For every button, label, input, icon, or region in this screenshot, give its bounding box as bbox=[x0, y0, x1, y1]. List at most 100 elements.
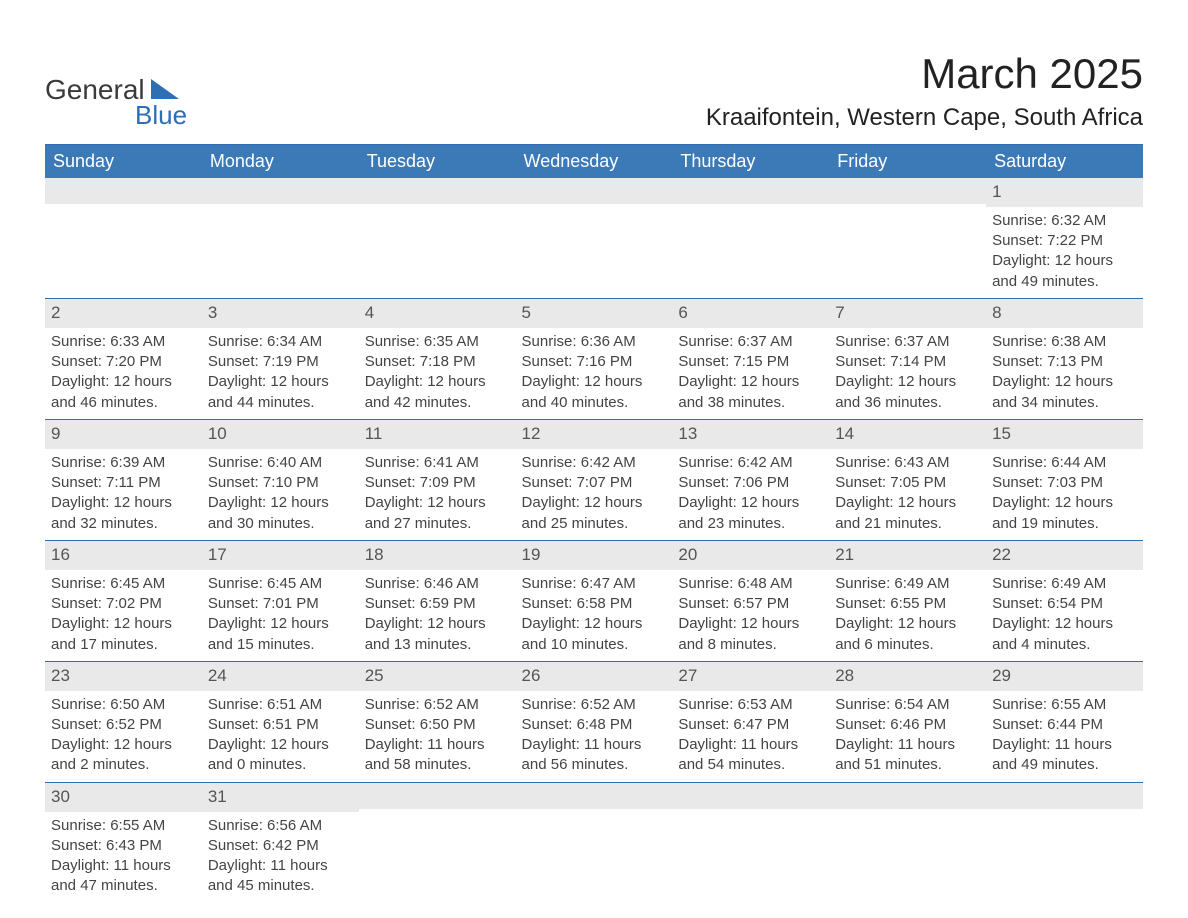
day-number-bar bbox=[359, 178, 516, 204]
calendar-day-cell: 4Sunrise: 6:35 AMSunset: 7:18 PMDaylight… bbox=[359, 298, 516, 419]
day-number-bar bbox=[986, 783, 1143, 809]
day-number-bar: 1 bbox=[986, 178, 1143, 207]
sunrise-line: Sunrise: 6:43 AM bbox=[835, 453, 984, 473]
sunrise-line: Sunrise: 6:44 AM bbox=[992, 453, 1141, 473]
calendar-day-cell: 12Sunrise: 6:42 AMSunset: 7:07 PMDayligh… bbox=[516, 419, 673, 540]
daylight-line: Daylight: 12 hours and 23 minutes. bbox=[678, 493, 827, 534]
calendar-day-cell bbox=[672, 782, 829, 902]
calendar-day-cell: 28Sunrise: 6:54 AMSunset: 6:46 PMDayligh… bbox=[829, 661, 986, 782]
day-number-bar: 12 bbox=[516, 420, 673, 449]
calendar-day-cell: 11Sunrise: 6:41 AMSunset: 7:09 PMDayligh… bbox=[359, 419, 516, 540]
daylight-line: Daylight: 12 hours and 40 minutes. bbox=[522, 372, 671, 413]
day-number-bar: 29 bbox=[986, 662, 1143, 691]
daylight-line: Daylight: 11 hours and 47 minutes. bbox=[51, 856, 200, 897]
sunrise-line: Sunrise: 6:56 AM bbox=[208, 816, 357, 836]
sunrise-line: Sunrise: 6:52 AM bbox=[522, 695, 671, 715]
day-number-bar: 21 bbox=[829, 541, 986, 570]
day-number-bar: 19 bbox=[516, 541, 673, 570]
daylight-line: Daylight: 12 hours and 15 minutes. bbox=[208, 614, 357, 655]
day-content: Sunrise: 6:55 AMSunset: 6:43 PMDaylight:… bbox=[45, 812, 202, 903]
sunset-line: Sunset: 6:48 PM bbox=[522, 715, 671, 735]
day-number-bar: 10 bbox=[202, 420, 359, 449]
day-content: Sunrise: 6:51 AMSunset: 6:51 PMDaylight:… bbox=[202, 691, 359, 782]
sunset-line: Sunset: 6:59 PM bbox=[365, 594, 514, 614]
day-number-bar: 13 bbox=[672, 420, 829, 449]
daylight-line: Daylight: 12 hours and 8 minutes. bbox=[678, 614, 827, 655]
calendar-week-row: 2Sunrise: 6:33 AMSunset: 7:20 PMDaylight… bbox=[45, 298, 1143, 419]
day-number-bar: 11 bbox=[359, 420, 516, 449]
day-number-bar: 20 bbox=[672, 541, 829, 570]
day-number-bar: 7 bbox=[829, 299, 986, 328]
calendar-day-cell bbox=[516, 178, 673, 298]
daylight-line: Daylight: 12 hours and 32 minutes. bbox=[51, 493, 200, 534]
day-number-bar: 23 bbox=[45, 662, 202, 691]
calendar-day-cell bbox=[516, 782, 673, 902]
month-title: March 2025 bbox=[706, 50, 1143, 98]
day-number-bar: 28 bbox=[829, 662, 986, 691]
calendar-day-cell: 20 Sunrise: 6:48 AMSunset: 6:57 PMDayligh… bbox=[672, 540, 829, 661]
day-number-bar: 9 bbox=[45, 420, 202, 449]
sunrise-line: Sunrise: 6:40 AM bbox=[208, 453, 357, 473]
daylight-line: Daylight: 12 hours and 25 minutes. bbox=[522, 493, 671, 534]
sunrise-line: Sunrise: 6:38 AM bbox=[992, 332, 1141, 352]
sunrise-line: Sunrise: 6:49 AM bbox=[992, 574, 1141, 594]
day-content: Sunrise: 6:45 AMSunset: 7:02 PMDaylight:… bbox=[45, 570, 202, 661]
daylight-line: Daylight: 11 hours and 51 minutes. bbox=[835, 735, 984, 776]
sunset-line: Sunset: 7:10 PM bbox=[208, 473, 357, 493]
day-number-bar: 3 bbox=[202, 299, 359, 328]
daylight-line: Daylight: 11 hours and 56 minutes. bbox=[522, 735, 671, 776]
sunset-line: Sunset: 7:01 PM bbox=[208, 594, 357, 614]
day-content: Sunrise: 6:49 AMSunset: 6:55 PMDaylight:… bbox=[829, 570, 986, 661]
calendar-day-cell: 27Sunrise: 6:53 AMSunset: 6:47 PMDayligh… bbox=[672, 661, 829, 782]
sunrise-line: Sunrise: 6:46 AM bbox=[365, 574, 514, 594]
sunset-line: Sunset: 7:19 PM bbox=[208, 352, 357, 372]
day-content: Sunrise: 6:47 AMSunset: 6:58 PMDaylight:… bbox=[516, 570, 673, 661]
sunset-line: Sunset: 6:42 PM bbox=[208, 836, 357, 856]
day-number-bar bbox=[359, 783, 516, 809]
day-number-bar: 2 bbox=[45, 299, 202, 328]
sunrise-line: Sunrise: 6:42 AM bbox=[678, 453, 827, 473]
sunrise-line: Sunrise: 6:35 AM bbox=[365, 332, 514, 352]
sunrise-line: Sunrise: 6:55 AM bbox=[51, 816, 200, 836]
day-number-bar bbox=[45, 178, 202, 204]
day-content: Sunrise: 6:45 AMSunset: 7:01 PMDaylight:… bbox=[202, 570, 359, 661]
calendar-day-cell bbox=[829, 782, 986, 902]
day-content: Sunrise: 6:50 AMSunset: 6:52 PMDaylight:… bbox=[45, 691, 202, 782]
day-number-bar: 22 bbox=[986, 541, 1143, 570]
calendar-day-cell bbox=[202, 178, 359, 298]
calendar-day-cell: 24Sunrise: 6:51 AMSunset: 6:51 PMDayligh… bbox=[202, 661, 359, 782]
calendar-day-cell bbox=[986, 782, 1143, 902]
daylight-line: Daylight: 12 hours and 19 minutes. bbox=[992, 493, 1141, 534]
day-number-bar: 14 bbox=[829, 420, 986, 449]
day-content: Sunrise: 6:49 AMSunset: 6:54 PMDaylight:… bbox=[986, 570, 1143, 661]
calendar-table: SundayMondayTuesdayWednesdayThursdayFrid… bbox=[45, 144, 1143, 903]
day-of-week-header: Tuesday bbox=[359, 145, 516, 179]
calendar-day-cell: 25Sunrise: 6:52 AMSunset: 6:50 PMDayligh… bbox=[359, 661, 516, 782]
day-content: Sunrise: 6:38 AMSunset: 7:13 PMDaylight:… bbox=[986, 328, 1143, 419]
sunrise-line: Sunrise: 6:34 AM bbox=[208, 332, 357, 352]
calendar-day-cell: 16Sunrise: 6:45 AMSunset: 7:02 PMDayligh… bbox=[45, 540, 202, 661]
calendar-day-cell: 30Sunrise: 6:55 AMSunset: 6:43 PMDayligh… bbox=[45, 782, 202, 902]
day-number-bar: 24 bbox=[202, 662, 359, 691]
daylight-line: Daylight: 12 hours and 30 minutes. bbox=[208, 493, 357, 534]
logo-text-blue: Blue bbox=[135, 100, 187, 131]
daylight-line: Daylight: 12 hours and 21 minutes. bbox=[835, 493, 984, 534]
day-number-bar bbox=[672, 178, 829, 204]
calendar-day-cell: 23Sunrise: 6:50 AMSunset: 6:52 PMDayligh… bbox=[45, 661, 202, 782]
logo-triangle-icon bbox=[151, 79, 179, 99]
sunset-line: Sunset: 6:57 PM bbox=[678, 594, 827, 614]
calendar-week-row: 23Sunrise: 6:50 AMSunset: 6:52 PMDayligh… bbox=[45, 661, 1143, 782]
day-of-week-header: Friday bbox=[829, 145, 986, 179]
calendar-day-cell bbox=[359, 178, 516, 298]
day-content: Sunrise: 6:54 AMSunset: 6:46 PMDaylight:… bbox=[829, 691, 986, 782]
daylight-line: Daylight: 12 hours and 46 minutes. bbox=[51, 372, 200, 413]
daylight-line: Daylight: 12 hours and 27 minutes. bbox=[365, 493, 514, 534]
sunset-line: Sunset: 6:43 PM bbox=[51, 836, 200, 856]
day-of-week-header: Sunday bbox=[45, 145, 202, 179]
day-content: Sunrise: 6:37 AMSunset: 7:14 PMDaylight:… bbox=[829, 328, 986, 419]
location-subtitle: Kraaifontein, Western Cape, South Africa bbox=[706, 104, 1143, 132]
sunrise-line: Sunrise: 6:48 AM bbox=[678, 574, 827, 594]
sunset-line: Sunset: 7:02 PM bbox=[51, 594, 200, 614]
daylight-line: Daylight: 12 hours and 10 minutes. bbox=[522, 614, 671, 655]
calendar-day-cell: 22Sunrise: 6:49 AMSunset: 6:54 PMDayligh… bbox=[986, 540, 1143, 661]
